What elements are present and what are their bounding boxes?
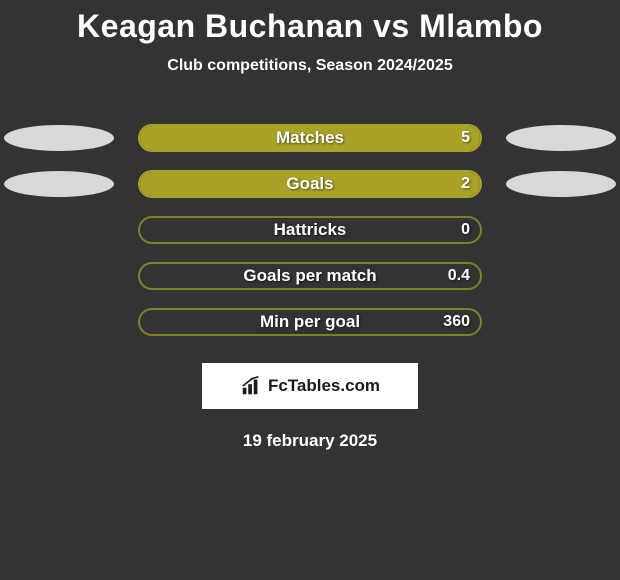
brand-badge[interactable]: FcTables.com: [202, 363, 418, 409]
stats-list: Matches5Goals2Hattricks0Goals per match0…: [0, 115, 620, 345]
stat-label: Hattricks: [140, 218, 480, 242]
stat-label: Goals: [140, 172, 480, 196]
spacer: [4, 263, 114, 289]
stat-value: 0: [461, 218, 470, 242]
stat-row: Hattricks0: [0, 207, 620, 253]
spacer: [506, 309, 616, 335]
player-right-marker: [506, 125, 616, 151]
spacer: [4, 217, 114, 243]
stat-bar: Goals2: [138, 170, 482, 198]
stat-row: Min per goal360: [0, 299, 620, 345]
player-left-marker: [4, 171, 114, 197]
spacer: [4, 309, 114, 335]
spacer: [506, 217, 616, 243]
player-left-marker: [4, 125, 114, 151]
page-title: Keagan Buchanan vs Mlambo: [0, 8, 620, 45]
stat-value: 360: [443, 310, 470, 334]
brand-text: FcTables.com: [268, 376, 380, 396]
stat-label: Goals per match: [140, 264, 480, 288]
stat-row: Matches5: [0, 115, 620, 161]
stat-bar: Hattricks0: [138, 216, 482, 244]
spacer: [506, 263, 616, 289]
stat-value: 5: [461, 126, 470, 150]
chart-icon: [240, 375, 262, 397]
stat-row: Goals per match0.4: [0, 253, 620, 299]
stat-bar: Goals per match0.4: [138, 262, 482, 290]
stat-label: Matches: [140, 126, 480, 150]
stat-bar: Matches5: [138, 124, 482, 152]
comparison-card: Keagan Buchanan vs Mlambo Club competiti…: [0, 0, 620, 451]
stat-value: 2: [461, 172, 470, 196]
date-text: 19 february 2025: [0, 431, 620, 451]
stat-value: 0.4: [448, 264, 470, 288]
stat-label: Min per goal: [140, 310, 480, 334]
subtitle: Club competitions, Season 2024/2025: [0, 57, 620, 75]
stat-row: Goals2: [0, 161, 620, 207]
stat-bar: Min per goal360: [138, 308, 482, 336]
player-right-marker: [506, 171, 616, 197]
